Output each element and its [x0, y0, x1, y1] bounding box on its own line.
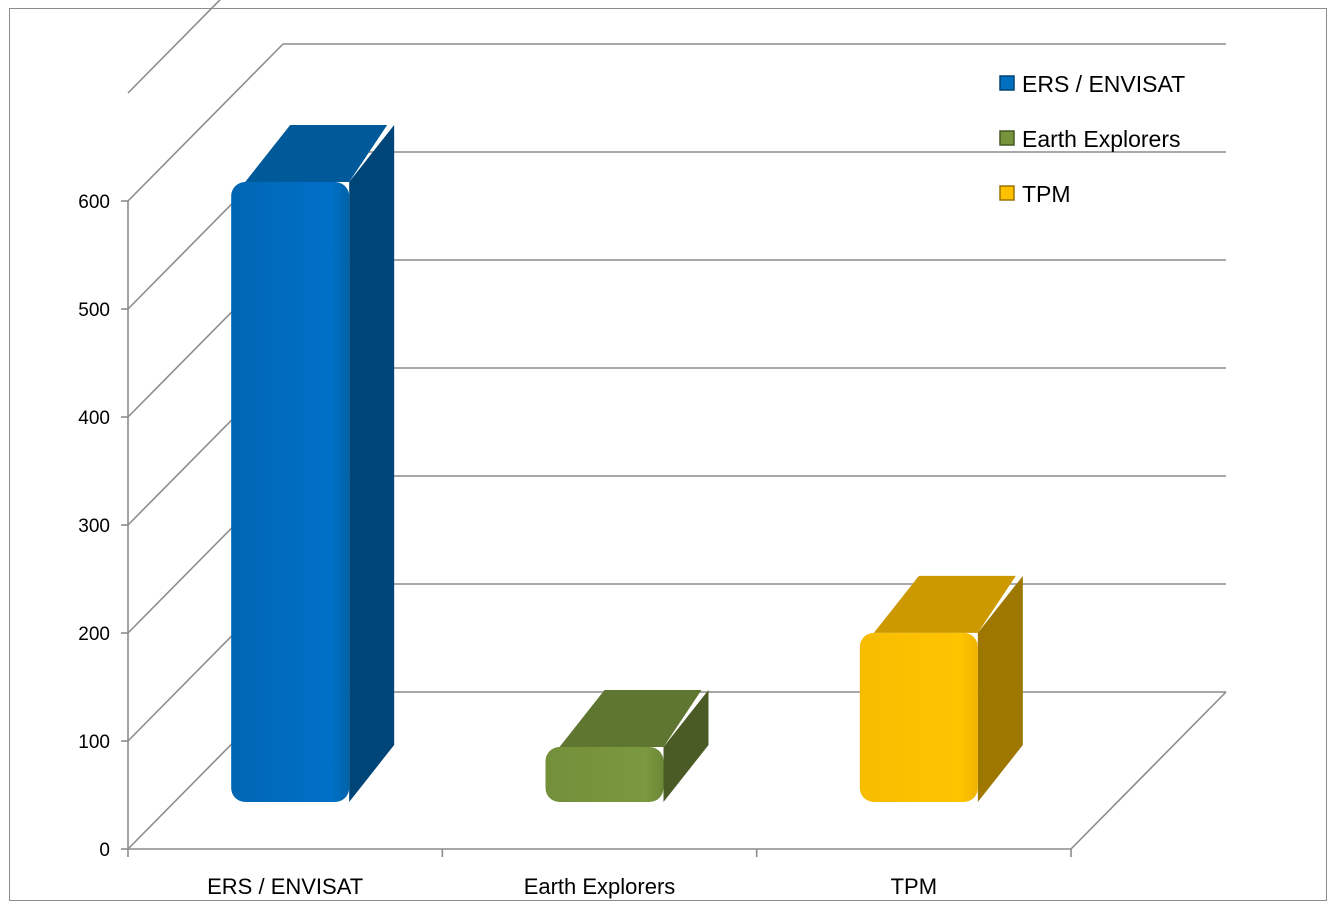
- y-tick-label: 300: [78, 516, 110, 537]
- bar-side-face: [349, 125, 395, 802]
- y-tick-label: 600: [78, 192, 110, 213]
- legend-item: ERS / ENVISAT: [999, 71, 1185, 97]
- y-tick-label: 500: [78, 300, 110, 321]
- y-tick-label: 400: [78, 408, 110, 429]
- bar-top-face: [873, 575, 1016, 633]
- legend-item: Earth Explorers: [999, 126, 1181, 152]
- x-category-label: ERS / ENVISAT: [207, 874, 363, 899]
- bar-front-face: [859, 632, 978, 802]
- bar-front-face: [231, 182, 350, 802]
- y-tick-label: 0: [99, 840, 110, 861]
- y-tick-label: 100: [78, 732, 110, 753]
- x-category-label: Earth Explorers: [524, 874, 676, 899]
- bar-top-face: [245, 125, 388, 182]
- legend-swatch: [999, 185, 1015, 201]
- bar-side-face: [977, 575, 1023, 802]
- legend-label: Earth Explorers: [1022, 126, 1181, 152]
- legend-label: ERS / ENVISAT: [1022, 71, 1185, 97]
- x-category-label: TPM: [891, 874, 937, 899]
- side-gridline: [127, 43, 284, 202]
- bar-top-face: [559, 690, 702, 747]
- bar-3: [859, 575, 1023, 802]
- legend-label: TPM: [1022, 181, 1071, 207]
- bar-side-face: [663, 690, 709, 802]
- bar-2: [545, 690, 709, 802]
- legend-swatch: [999, 75, 1015, 91]
- y-tick-label: 200: [78, 624, 110, 645]
- bar-1: [231, 125, 395, 802]
- legend-swatch: [999, 130, 1015, 146]
- floor-right-edge: [1070, 691, 1227, 850]
- legend-item: TPM: [999, 181, 1071, 207]
- bar-front-face: [545, 747, 664, 802]
- side-gridline: [127, 0, 221, 94]
